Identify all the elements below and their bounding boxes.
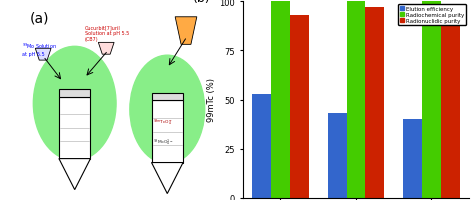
Legend: Elution efficiency, Radiochemical purity, Radionuclidic purity: Elution efficiency, Radiochemical purity… <box>398 5 466 26</box>
Text: $^{99m}$TcO$_4^-$: $^{99m}$TcO$_4^-$ <box>153 117 173 127</box>
Text: Cucurbit[7]uril
Solution at pH 5.5
(CB7): Cucurbit[7]uril Solution at pH 5.5 (CB7) <box>84 26 129 42</box>
Bar <box>290 16 309 198</box>
Bar <box>271 2 290 198</box>
Text: (a): (a) <box>29 12 49 26</box>
Bar <box>441 12 460 198</box>
Bar <box>252 94 271 198</box>
Polygon shape <box>59 159 91 190</box>
Bar <box>152 101 183 163</box>
Bar <box>152 94 183 101</box>
Bar <box>59 90 91 97</box>
Bar <box>346 2 365 198</box>
Text: $^{99}$Mo Solution
at pH 5.5: $^{99}$Mo Solution at pH 5.5 <box>21 41 56 56</box>
Y-axis label: 99mTc (%): 99mTc (%) <box>208 78 217 122</box>
Polygon shape <box>175 18 197 45</box>
Text: (b): (b) <box>193 0 210 5</box>
Bar <box>328 114 346 198</box>
Text: $^{99}$MoO$_4^{2-}$: $^{99}$MoO$_4^{2-}$ <box>153 136 174 147</box>
Bar <box>59 97 91 159</box>
Polygon shape <box>35 49 51 61</box>
Bar <box>365 8 384 198</box>
Bar <box>403 120 422 198</box>
Ellipse shape <box>130 56 205 164</box>
Bar <box>422 2 441 198</box>
Ellipse shape <box>33 47 116 161</box>
Polygon shape <box>152 163 183 194</box>
Polygon shape <box>98 43 114 55</box>
